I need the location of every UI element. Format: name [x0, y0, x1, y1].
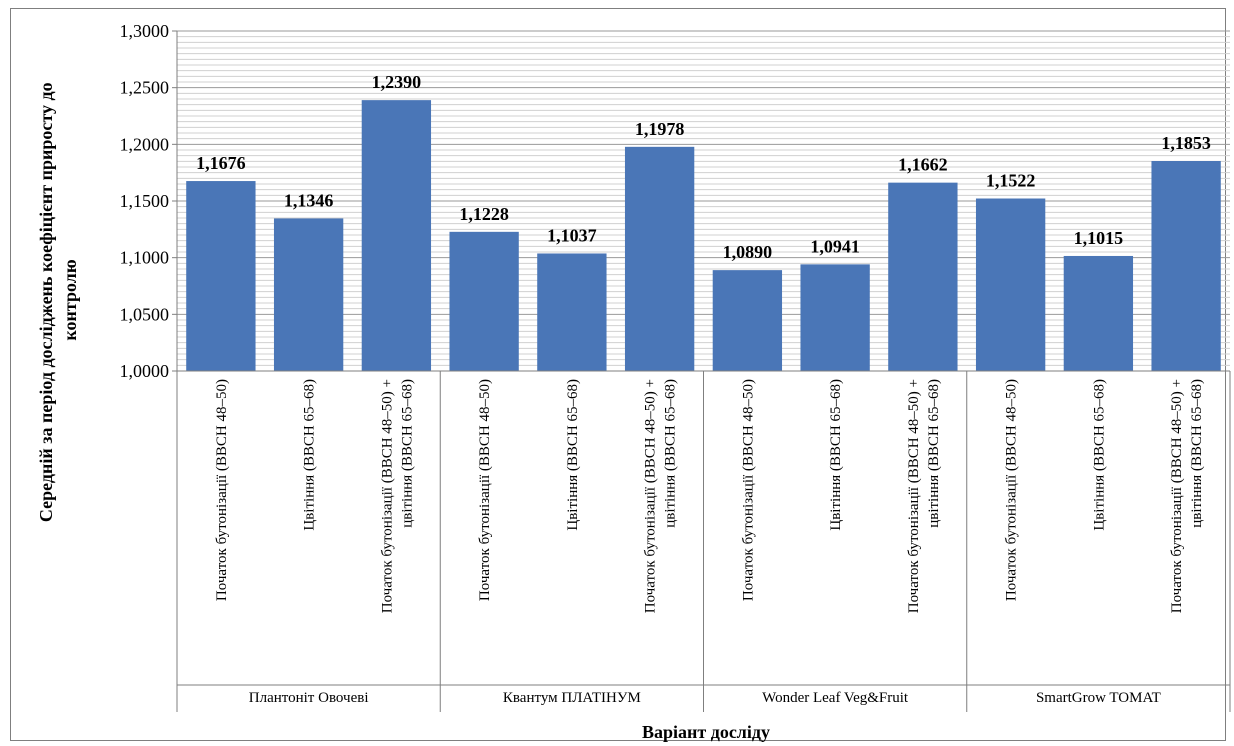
group-label: Квантум ПЛАТІНУМ	[503, 690, 641, 706]
category-label: цвітіння (BBCH 65–68)	[1189, 379, 1205, 528]
bar	[449, 231, 519, 371]
axis-layer	[172, 30, 1231, 712]
category-label: Початок бутонізації (BBCH 48–50)	[214, 379, 230, 601]
bar	[800, 264, 870, 371]
category-label: Початок бутонізації (BBCH 48–50) +	[643, 379, 659, 613]
y-axis-title: Середній за період досліджень коефіцієнт…	[36, 78, 80, 522]
bar	[1063, 255, 1134, 371]
group-label: Плантоніт Овочеві	[249, 690, 369, 706]
bar-layer	[186, 100, 1221, 371]
bar	[888, 182, 958, 371]
bar	[712, 270, 783, 371]
group-label: SmartGrow TOMAT	[1036, 690, 1161, 706]
y-tick-label: 1,1500	[120, 191, 170, 211]
group-label: Wonder Leaf Veg&Fruit	[762, 690, 909, 706]
bar	[1151, 160, 1221, 371]
bar	[975, 198, 1046, 371]
y-tick-label: 1,1000	[120, 248, 170, 268]
chart-frame	[10, 8, 1226, 741]
y-tick-label: 1,2500	[120, 78, 170, 98]
data-label: 1,1676	[196, 153, 246, 173]
data-label: 1,1346	[284, 190, 334, 210]
category-label: Початок бутонізації (BBCH 48–50) +	[1169, 379, 1185, 613]
category-label: цвітіння (BBCH 65–68)	[399, 379, 415, 528]
category-label: Початок бутонізації (BBCH 48–50)	[477, 379, 493, 601]
data-label: 1,1662	[898, 155, 948, 175]
bar	[186, 181, 256, 371]
category-label: Початок бутонізації (BBCH 48–50)	[740, 379, 756, 601]
category-label: Цвітіння (BBCH 65–68)	[565, 379, 581, 531]
data-label: 1,1015	[1074, 228, 1124, 248]
y-tick-label: 1,2000	[120, 134, 170, 154]
category-label: цвітіння (BBCH 65–68)	[926, 379, 942, 528]
data-label: 1,1978	[635, 119, 685, 139]
data-label: 1,1037	[547, 225, 597, 245]
category-label: Цвітіння (BBCH 65–68)	[1091, 379, 1107, 531]
bar	[537, 253, 607, 371]
category-label: Початок бутонізації (BBCH 48–50)	[1004, 379, 1020, 601]
category-label: Цвітіння (BBCH 65–68)	[828, 379, 844, 531]
y-tick-label: 1,3000	[120, 21, 170, 41]
label-layer: 1,0000 1,0500 1,1000 1,1500 1,2000 1,2500 1,30…	[120, 21, 1211, 706]
data-label: 1,0890	[723, 242, 773, 262]
data-label: 1,2390	[372, 72, 422, 92]
category-label: Початок бутонізації (BBCH 48–50) +	[379, 379, 395, 613]
y-tick-label: 1,0500	[120, 304, 170, 324]
data-label: 1,0941	[810, 236, 860, 256]
y-tick-label: 1,0000	[120, 361, 170, 381]
category-label: цвітіння (BBCH 65–68)	[663, 379, 679, 528]
x-axis-title: Варіант досліду	[642, 722, 770, 742]
category-label: Цвітіння (BBCH 65–68)	[302, 379, 318, 531]
data-label: 1,1228	[459, 204, 509, 224]
bar	[361, 100, 432, 371]
y-axis-title-line-2: контролю	[60, 259, 80, 340]
data-label: 1,1522	[986, 171, 1036, 191]
y-axis-title-line-1: Середній за період досліджень коефіцієнт…	[36, 82, 56, 522]
category-label: Початок бутонізації (BBCH 48–50) +	[906, 379, 922, 613]
bar	[273, 218, 344, 371]
data-label: 1,1853	[1161, 133, 1211, 153]
bar	[624, 146, 695, 371]
